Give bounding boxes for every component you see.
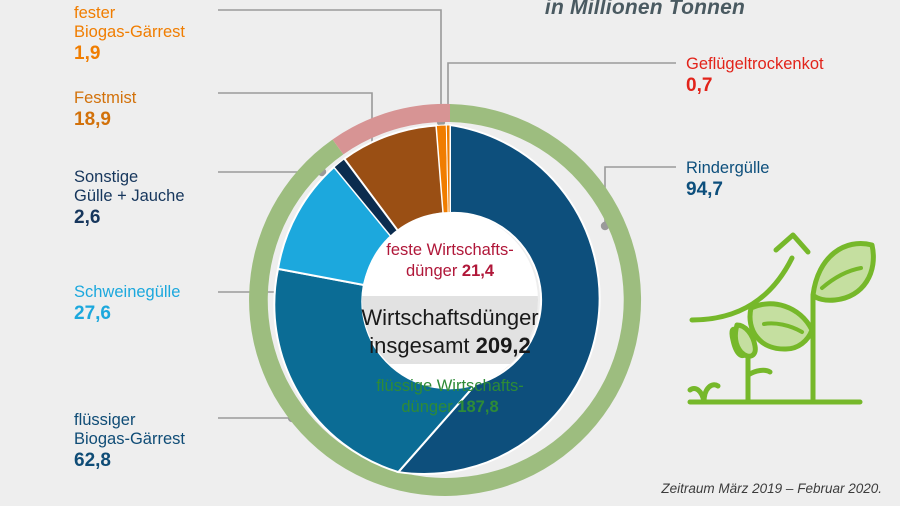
callout-festmist-value: 18,9 xyxy=(74,109,111,131)
callout-fester-biogas-gaerrest-name: fester Biogas-Gärrest xyxy=(74,4,185,42)
callout-sonstige-guelle-jauche-value: 2,6 xyxy=(74,207,101,229)
callout-gefluegeltrockenkot-name: Geflügeltrockenkot xyxy=(686,55,824,73)
center-fluessige-value: 187,8 xyxy=(457,397,499,416)
outer-slice-feste xyxy=(332,103,450,155)
plant-leaf-large-vein xyxy=(820,266,863,290)
callout-rinderguelle: Rindergülle 94,7 xyxy=(686,159,769,201)
callout-schweineguelle-value: 27,6 xyxy=(74,303,111,325)
leader-festmist xyxy=(218,92,373,165)
callout-gefluegeltrockenkot: Geflügeltrockenkot 0,7 xyxy=(686,55,824,97)
callout-fluessiger-biogas-gaerrest-value: 62,8 xyxy=(74,450,111,472)
callout-rinderguelle-value: 94,7 xyxy=(686,179,723,201)
center-plate xyxy=(362,212,538,388)
callout-fluessiger-biogas-gaerrest-name: flüssiger Biogas-Gärrest xyxy=(74,411,185,449)
callout-rinderguelle-name: Rindergülle xyxy=(686,159,770,177)
center-total-value: 209,2 xyxy=(475,333,531,359)
callout-sonstige-guelle-jauche-name: Sonstige Gülle + Jauche xyxy=(74,168,185,206)
center-fluessige-text: flüssige Wirtschafts- dünger xyxy=(376,377,524,416)
center-total-text: Wirtschaftsdünger insgesamt xyxy=(361,305,539,359)
leader-fester-biogas xyxy=(218,9,442,122)
plant-leaf-mid-left xyxy=(747,301,815,352)
callout-fluessiger-biogas-gaerrest: flüssiger Biogas-Gärrest 62,8 xyxy=(74,411,185,472)
center-feste-value: 21,4 xyxy=(461,261,495,280)
callout-schweineguelle-name: Schweinegülle xyxy=(74,283,181,301)
plant-arrow-curve xyxy=(689,255,795,323)
inner-slice-rinderguelle xyxy=(396,123,601,475)
outer-ring xyxy=(249,103,642,496)
callout-fester-biogas-gaerrest-value: 1,9 xyxy=(74,43,101,65)
plant-sprout-medium xyxy=(745,367,773,378)
footnote: Zeitraum März 2019 – Februar 2020. xyxy=(661,481,882,496)
plant-sprout-small-right xyxy=(701,382,721,405)
callout-schweineguelle: Schweinegülle 27,6 xyxy=(74,283,180,325)
center-label-total: Wirtschaftsdünger insgesamt 209,2 xyxy=(330,304,570,360)
plant-leaf-medium-b xyxy=(732,322,758,359)
center-label-fluessige: flüssige Wirtschafts- dünger 187,8 xyxy=(330,376,570,417)
center-band xyxy=(362,296,538,364)
center-feste-text: feste Wirtschafts- dünger xyxy=(386,241,514,280)
callout-fester-biogas-gaerrest: fester Biogas-Gärrest 1,9 xyxy=(74,4,185,65)
plant-leaf-mid-vein xyxy=(762,321,804,334)
plant-arrow-head xyxy=(773,232,811,255)
center-label-feste: feste Wirtschafts- dünger 21,4 xyxy=(330,240,570,281)
plant-sprout-small-left xyxy=(687,386,707,405)
page-title: in Millionen Tonnen xyxy=(544,0,746,19)
callout-gefluegeltrockenkot-value: 0,7 xyxy=(686,75,713,97)
callout-festmist: Festmist 18,9 xyxy=(74,89,136,131)
callout-sonstige-guelle-jauche: Sonstige Gülle + Jauche 2,6 xyxy=(74,168,185,229)
inner-ring xyxy=(273,123,601,475)
callout-festmist-name: Festmist xyxy=(74,89,137,107)
leader-gefluegeltrockenkot xyxy=(447,62,676,116)
plant-growth-icon xyxy=(687,232,876,405)
